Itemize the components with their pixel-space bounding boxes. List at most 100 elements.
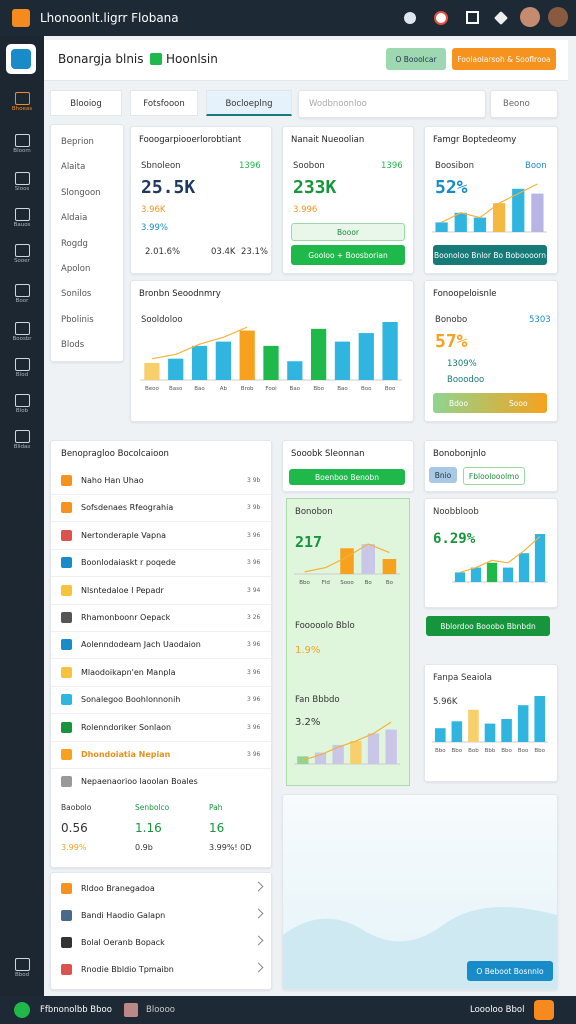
stat-label: Baobolo: [61, 803, 92, 812]
delta: Boon: [525, 161, 547, 171]
nav-item[interactable]: Slongoon: [61, 187, 101, 198]
bar: [168, 358, 184, 380]
chevron: [253, 881, 264, 892]
stat-value: 1.16: [135, 821, 162, 835]
footer-right: Loooloo Bbol: [470, 1005, 525, 1015]
button[interactable]: Boonoloo Bnlor Bo Boboooorn: [433, 245, 547, 265]
trend-line: [302, 721, 392, 761]
sidebar-icon[interactable]: [15, 430, 30, 443]
card-title: Benopragloo Bocolcaioon: [61, 449, 169, 459]
avatar[interactable]: [520, 7, 540, 27]
secondary-button[interactable]: Foolaolarsoh & Sooflrooa: [452, 48, 556, 70]
chart-title: Bonobon: [295, 507, 333, 517]
nav-item[interactable]: Sonilos: [61, 289, 92, 300]
button[interactable]: Gooloo + Boosborian: [291, 245, 405, 265]
button-label: Sooo: [509, 399, 528, 408]
sidebar-label: Boosbr: [12, 336, 32, 342]
list-item[interactable]: Sofsdenaes Rfeograhia: [81, 503, 174, 513]
sub: 3.996: [293, 205, 318, 215]
stat-value: 0.56: [61, 821, 88, 835]
sidebar-icon[interactable]: [15, 244, 30, 257]
label: Sbnoleon: [141, 161, 181, 171]
value: 25.5K: [141, 177, 196, 198]
sidebar-icon[interactable]: [15, 284, 30, 297]
list-item[interactable]: Rhamonboonr Oepack: [81, 613, 171, 622]
list-item[interactable]: Bolal Oeranb Bopack: [81, 938, 165, 947]
list-item[interactable]: Mlaodoikapn'en Manpla: [81, 667, 176, 677]
avatar[interactable]: [548, 7, 568, 27]
nav-item[interactable]: Aldaia: [61, 213, 88, 224]
action-button[interactable]: O Beboot Bosnnlo: [467, 961, 553, 981]
sidebar-icon[interactable]: [15, 358, 30, 371]
list-item[interactable]: Nepaenaorioo laoolan Boales: [81, 777, 198, 787]
value: 1.9%: [295, 645, 321, 656]
x-label: Sooo: [340, 580, 354, 586]
footer-user: Ffbnonolbb Bboo: [40, 1005, 112, 1015]
nav-item[interactable]: Alaita: [61, 162, 86, 173]
list-icon: [61, 749, 72, 760]
button[interactable]: Bblordoo Booobo Bbnbdn: [426, 616, 550, 636]
bar: [468, 709, 479, 742]
divider: [51, 548, 271, 550]
list-item[interactable]: Naho Han Uhao: [81, 476, 144, 485]
sidebar-icon[interactable]: [15, 92, 30, 105]
footer-tab[interactable]: Bloooo: [146, 1005, 175, 1015]
list-item[interactable]: Dhondoiatia Nepian: [81, 750, 171, 759]
outline-button[interactable]: Booor: [291, 223, 405, 241]
notification-icon[interactable]: [434, 11, 448, 25]
stat-sub: 3.99%! 0D: [209, 843, 252, 852]
nav-item[interactable]: Beprion: [61, 137, 94, 147]
list-icon: [61, 937, 72, 948]
gradient-button[interactable]: Bdoo Sooo: [433, 393, 547, 413]
sidebar-logo[interactable]: [6, 44, 36, 74]
value: 5.96K: [433, 697, 458, 707]
nav-panel: Beprion Alaita Slongoon Aldaia Rogdg Apolon So…: [50, 124, 124, 362]
button[interactable]: Boenboo Benobn: [289, 469, 405, 485]
primary-button[interactable]: O Booolcar: [386, 48, 446, 70]
list-value: 3 9b: [247, 477, 261, 484]
nav-item[interactable]: Rogdg: [61, 238, 88, 249]
list-item[interactable]: Aolenndodeam Jach Uaodaion: [81, 640, 201, 650]
sidebar-icon[interactable]: [15, 958, 30, 971]
button[interactable]: Bnio: [429, 467, 457, 483]
list-icon: [61, 475, 72, 486]
nav-item[interactable]: Apolon: [61, 264, 91, 274]
sidebar-icon[interactable]: [15, 172, 30, 185]
filter[interactable]: Beono: [490, 90, 558, 118]
bar-chart: Bbo Fld Sooo Bo Bo: [294, 543, 400, 586]
nav-item[interactable]: Pbolinis: [61, 314, 94, 325]
footer-button[interactable]: [534, 1000, 554, 1020]
list-item[interactable]: Boonlodaiaskt r poqede: [81, 558, 176, 568]
label: Fooooolo Bblo: [295, 621, 355, 631]
x-label: Boo: [518, 748, 529, 754]
list-item[interactable]: Rnodie Bbldio Tpmaibn: [81, 965, 174, 974]
sidebar-icon[interactable]: [15, 208, 30, 221]
tab[interactable]: Blooiog: [50, 90, 122, 116]
sidebar-icon[interactable]: [15, 322, 30, 335]
badge: Hoonlsin: [166, 52, 218, 66]
icon[interactable]: [466, 11, 479, 24]
bar: [518, 553, 530, 582]
app-logo[interactable]: [12, 9, 30, 27]
icon[interactable]: [404, 12, 416, 24]
list-item[interactable]: Rldoo Branegadoa: [81, 884, 155, 893]
list-item[interactable]: Rolenndoriker Sonlaon: [81, 722, 172, 732]
trend-line: [151, 326, 248, 360]
tab[interactable]: Bocloeplng: [206, 90, 292, 116]
button[interactable]: Fbloolooolmo: [463, 467, 525, 485]
divider: [51, 740, 271, 742]
panel: O Beboot Bosnnlo: [282, 794, 558, 990]
sidebar-icon[interactable]: [15, 394, 30, 407]
sidebar-label: Bbod: [14, 972, 30, 978]
list-item[interactable]: Sonalegoo Boohlonnonih: [81, 695, 181, 705]
card-title: Sooobk Sleonnan: [291, 449, 365, 459]
sidebar-icon[interactable]: [15, 134, 30, 147]
search-box[interactable]: Wodbnoonloo: [298, 90, 486, 118]
bar: [501, 719, 512, 742]
nav-item[interactable]: Blods: [61, 340, 85, 351]
bar: [470, 567, 482, 582]
list-item[interactable]: Nlsntedaloe I Pepadr: [81, 585, 164, 595]
list-item[interactable]: Nertonderaple Vapna: [81, 530, 167, 540]
list-item[interactable]: Bandi Haodio Galapn: [81, 911, 166, 920]
tab[interactable]: Fotsfooon: [130, 90, 198, 116]
